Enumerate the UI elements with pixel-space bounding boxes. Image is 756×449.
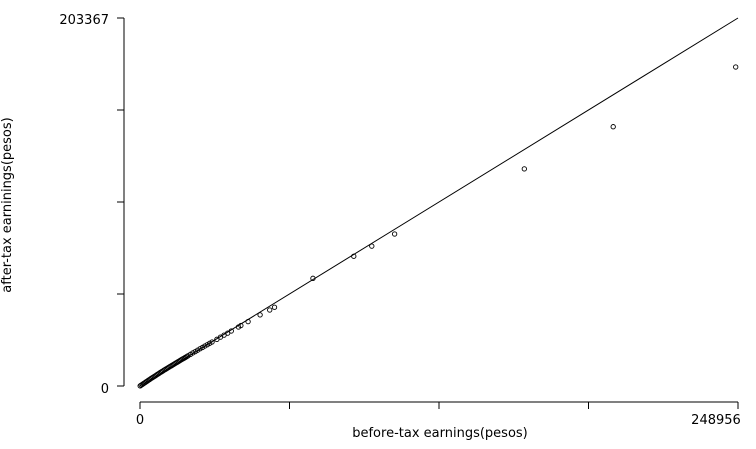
- y-tick-label-max: 203367: [59, 13, 109, 28]
- data-point: [310, 275, 316, 281]
- data-point: [351, 253, 357, 259]
- data-point: [267, 307, 273, 313]
- plot-area: [117, 17, 739, 409]
- y-axis-title: after-tax earninings(pesos): [0, 117, 15, 292]
- y-tick-label-min: 0: [101, 382, 109, 397]
- data-point: [257, 312, 263, 318]
- x-axis-title: before-tax earnings(pesos): [352, 426, 528, 441]
- data-point: [521, 166, 527, 172]
- data-point: [238, 322, 244, 329]
- data-point: [391, 231, 398, 237]
- data-point: [610, 124, 616, 130]
- reference-line: [139, 17, 739, 387]
- x-tick-label-max: 248956: [691, 413, 741, 428]
- data-point: [209, 339, 215, 345]
- data-points: [137, 64, 739, 389]
- data-point: [369, 243, 375, 249]
- data-point: [228, 328, 234, 334]
- x-tick-label-min: 0: [136, 413, 144, 428]
- data-point: [271, 304, 278, 310]
- data-point: [245, 318, 251, 325]
- y-ticks: [117, 17, 124, 387]
- x-ticks: [139, 402, 739, 409]
- data-point: [733, 64, 739, 70]
